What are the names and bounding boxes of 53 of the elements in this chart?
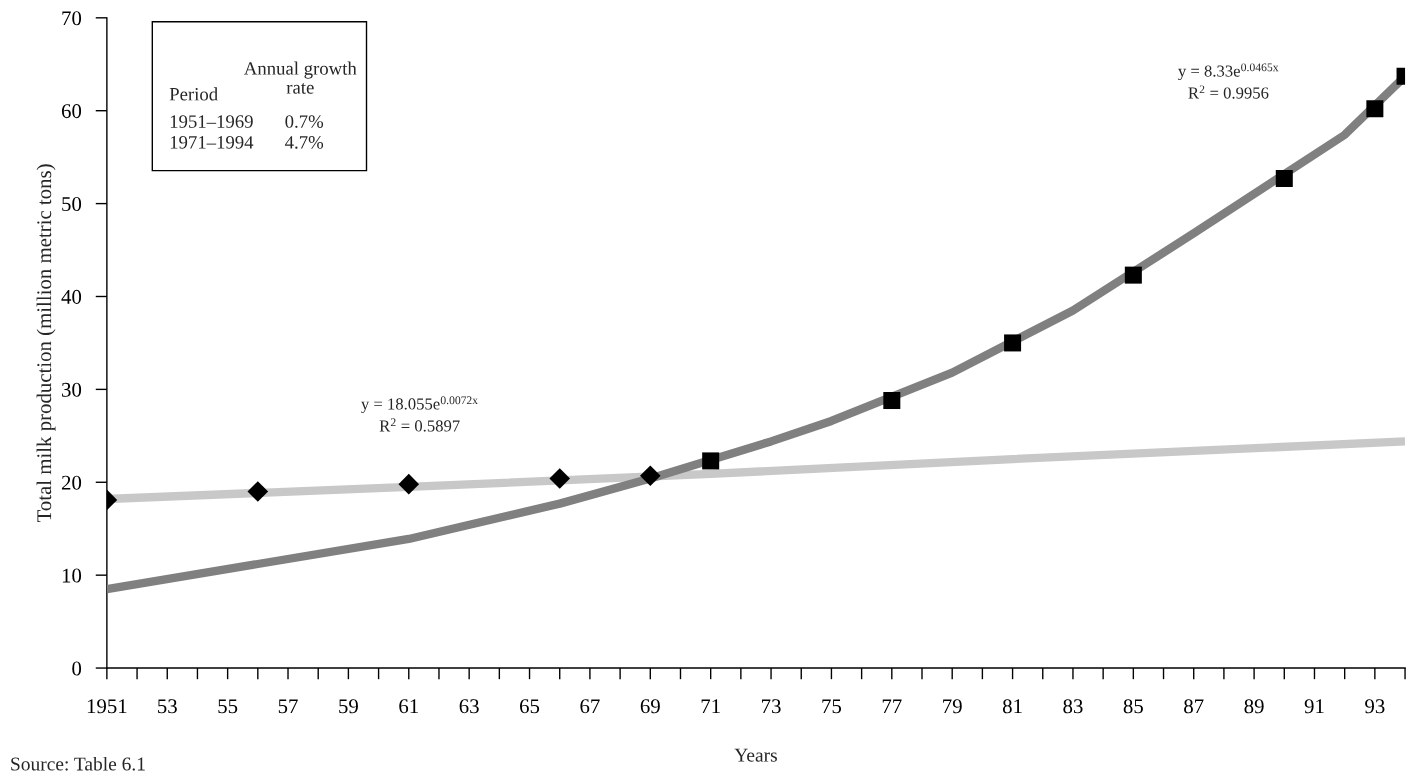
annotation: 1951–1969 [170, 115, 253, 128]
y-tick-label: 20 [61, 475, 82, 490]
y-tick-label: 0 [72, 661, 82, 676]
x-tick-label: 79 [943, 699, 962, 714]
x-tick-label: 67 [580, 699, 600, 714]
point [398, 473, 420, 495]
y-tick-label: 50 [62, 196, 82, 212]
x-tick-label: 57 [278, 699, 298, 714]
x-tick-label: 55 [218, 699, 238, 714]
x-tick-label: 87 [1184, 699, 1204, 714]
x-tick-label: 89 [1244, 699, 1264, 714]
x-tick-label: 71 [701, 699, 720, 714]
x-tick-label: 59 [339, 699, 358, 714]
x-tick-label: 1951 [87, 699, 127, 714]
x-tick-label: 65 [520, 699, 540, 714]
x-tick-label: 81 [1002, 699, 1022, 714]
x-tick-label: 61 [399, 699, 418, 714]
x-tick-label: 91 [1304, 699, 1324, 714]
annotation: R$^{2}$ = 0.5897 [379, 418, 460, 432]
source-note: Source: Table 6.1 [11, 756, 145, 771]
y-axis-title: Total milk production (million metric tons) [36, 164, 56, 523]
point [1124, 266, 1142, 284]
annotation: 0.7% [285, 115, 324, 128]
point [1004, 334, 1022, 352]
annotation: 1971–1994 [170, 136, 254, 149]
y-tick-label: 40 [61, 289, 82, 304]
y-tick-label: 30 [62, 382, 82, 397]
point [549, 468, 571, 489]
y-tick-label: 10 [62, 568, 82, 583]
annotation: R$^{2}$ = 0.9956 [1188, 85, 1269, 99]
point [247, 481, 269, 502]
annotation: Annual growth rate [243, 61, 357, 94]
point [1275, 170, 1293, 188]
x-tick-label: 75 [822, 699, 842, 714]
annotation: y = 18.055e$^{0.0072x}$ [361, 396, 478, 413]
y-tick-label: 70 [62, 11, 82, 26]
x-tick-label: 77 [882, 699, 902, 714]
point [1366, 100, 1384, 118]
x-tick-label: 83 [1063, 699, 1083, 714]
annotation: y = 8.33e$^{0.0465x}$ [1178, 63, 1279, 81]
point [883, 392, 901, 410]
annotation: 4.7% [285, 136, 324, 149]
x-tick-label: 85 [1123, 699, 1143, 714]
point [640, 465, 661, 487]
point [702, 452, 720, 470]
annotation: Period [169, 87, 218, 101]
x-tick-label: 73 [762, 699, 781, 714]
y-tick-label: 60 [61, 104, 82, 119]
x-tick-label: 93 [1365, 699, 1385, 714]
x-tick-label: 53 [158, 699, 177, 714]
x-tick-label: 63 [459, 699, 479, 714]
x-axis-title: Years [734, 748, 777, 762]
x-tick-label: 69 [640, 699, 660, 714]
